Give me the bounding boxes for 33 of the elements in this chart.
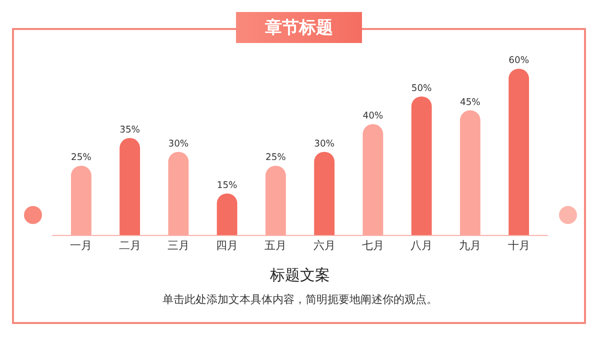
- x-tick-label: 七月: [362, 239, 384, 252]
- bar: [168, 152, 189, 235]
- bar: [460, 110, 480, 235]
- bar: [265, 166, 286, 235]
- bar: [508, 68, 530, 235]
- x-tick-label: 四月: [216, 239, 238, 252]
- x-tick-label: 二月: [118, 239, 141, 252]
- x-tick-label: 五月: [264, 239, 287, 252]
- data-label: 45%: [460, 96, 481, 108]
- bar: [362, 124, 384, 235]
- text: 单击此处添加文本具体内容，简明扼要地阐述你的观点。: [162, 292, 438, 307]
- chart-title: 章节标题: [236, 12, 362, 43]
- bar: [314, 152, 335, 235]
- data-label: 40%: [362, 110, 384, 122]
- bar: [411, 96, 432, 235]
- data-label: 25%: [265, 152, 286, 164]
- bar: [216, 193, 238, 235]
- data-label: 60%: [508, 55, 530, 66]
- data-label: 35%: [120, 124, 140, 136]
- x-tick-label: 十月: [508, 239, 530, 252]
- data-label: 30%: [168, 138, 189, 150]
- x-tick-label: 一月: [70, 239, 92, 252]
- x-tick-label: 六月: [313, 239, 336, 252]
- x-tick-label: 三月: [167, 239, 190, 252]
- data-label: 15%: [216, 180, 238, 191]
- bar: [70, 166, 92, 235]
- data-label: 50%: [411, 82, 432, 94]
- text: 标题文案: [269, 266, 331, 285]
- data-label: 30%: [314, 138, 335, 150]
- data-label: 25%: [70, 152, 92, 164]
- bar: [120, 138, 140, 235]
- x-tick-label: 九月: [459, 239, 482, 252]
- x-tick-label: 八月: [410, 239, 433, 252]
